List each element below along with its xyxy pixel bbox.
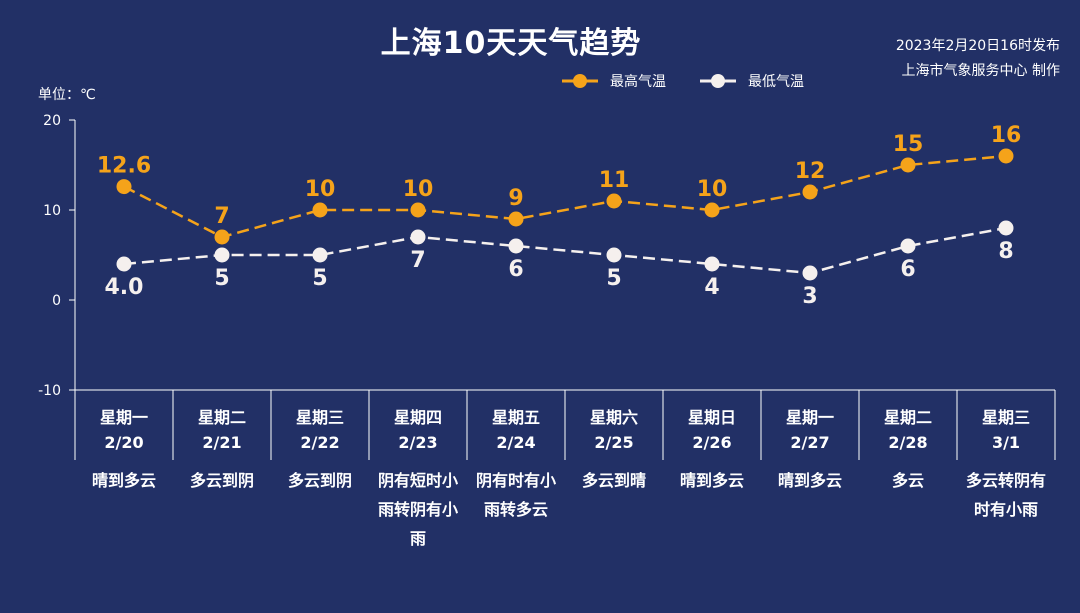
publish-info: 2023年2月20日16时发布 上海市气象服务中心 制作 xyxy=(896,34,1060,84)
series-1-point xyxy=(508,238,524,254)
weekday-label: 星期一 xyxy=(785,408,834,427)
date-label: 2/24 xyxy=(496,433,536,452)
series-0-point xyxy=(410,202,426,218)
date-label: 3/1 xyxy=(991,433,1021,452)
series-1-data-label: 6 xyxy=(900,257,915,282)
series-0-point xyxy=(900,157,916,173)
series-1-data-label: 4 xyxy=(704,275,719,300)
weather-description: 多云 xyxy=(891,471,924,490)
series-0-data-label: 12.6 xyxy=(97,154,151,179)
y-tick-label: -10 xyxy=(38,383,61,399)
series-1-data-label: 6 xyxy=(508,257,523,282)
weather-description: 晴到多云 xyxy=(679,471,744,490)
legend-low-marker xyxy=(700,74,736,88)
series-1-data-label: 5 xyxy=(312,266,327,291)
weekday-label: 星期三 xyxy=(295,408,344,427)
series-1-point xyxy=(312,247,328,263)
weather-description: 多云到阴 xyxy=(189,471,254,490)
date-label: 2/20 xyxy=(104,433,144,452)
series-0-data-label: 11 xyxy=(599,168,630,193)
y-tick-label: 10 xyxy=(43,203,61,219)
series-0-data-label: 10 xyxy=(403,177,434,202)
series-1-point xyxy=(704,256,720,272)
series-0-point xyxy=(508,211,524,227)
weather-description: 晴到多云 xyxy=(91,471,156,490)
series-1-data-label: 8 xyxy=(998,239,1013,264)
weekday-label: 星期六 xyxy=(589,408,638,427)
date-label: 2/25 xyxy=(594,433,634,452)
date-label: 2/28 xyxy=(888,433,928,452)
y-tick-label: 0 xyxy=(52,293,61,309)
legend-item-high: 最高气温 xyxy=(560,71,666,91)
date-label: 2/26 xyxy=(692,433,732,452)
weekday-label: 星期一 xyxy=(99,408,148,427)
publisher: 上海市气象服务中心 制作 xyxy=(901,63,1060,79)
unit-label: 单位：℃ xyxy=(38,87,96,103)
series-1-data-label: 4.0 xyxy=(105,275,144,300)
weekday-label: 星期二 xyxy=(197,408,246,427)
date-label: 2/22 xyxy=(300,433,340,452)
legend-high-marker xyxy=(562,74,598,88)
y-tick-label: 20 xyxy=(43,113,61,129)
series-0-data-label: 15 xyxy=(893,132,924,157)
weather-description: 阴有时有小雨转多云 xyxy=(475,471,556,519)
series-0-data-label: 7 xyxy=(214,204,229,229)
legend-item-low: 最低气温 xyxy=(698,71,804,91)
date-label: 2/27 xyxy=(790,433,830,452)
series-line-0 xyxy=(123,154,1007,239)
chart-title: 上海10天天气趋势 xyxy=(380,26,642,61)
series-0-point xyxy=(606,193,622,209)
series-1-point xyxy=(802,265,818,281)
publish-date: 2023年2月20日16时发布 xyxy=(895,38,1060,54)
series-1-data-label: 3 xyxy=(802,284,817,309)
series-1-point xyxy=(998,220,1014,236)
series-0-point xyxy=(998,148,1014,164)
weather-description: 多云到阴 xyxy=(287,471,352,490)
series-0-data-label: 10 xyxy=(305,177,336,202)
weather-description: 晴到多云 xyxy=(777,471,842,490)
series-1-data-label: 7 xyxy=(410,248,425,273)
series-1-data-label: 5 xyxy=(606,266,621,291)
series-1-point xyxy=(214,247,230,263)
weekday-label: 星期日 xyxy=(687,408,736,427)
date-label: 2/23 xyxy=(398,433,438,452)
weather-description: 多云到晴 xyxy=(581,471,646,490)
series-0-point xyxy=(214,229,230,245)
series-1-point xyxy=(116,256,132,272)
date-label: 2/21 xyxy=(202,433,242,452)
series-0-point xyxy=(704,202,720,218)
series-line-1 xyxy=(123,226,1007,275)
weekday-label: 星期三 xyxy=(981,408,1030,427)
legend-low-label: 最低气温 xyxy=(748,74,804,90)
series-1-point xyxy=(410,229,426,245)
legend-high-label: 最高气温 xyxy=(610,74,666,90)
series-0-data-label: 9 xyxy=(508,186,523,211)
series-0-point xyxy=(116,179,132,195)
series-0-data-label: 12 xyxy=(795,159,826,184)
series-1-data-label: 5 xyxy=(214,266,229,291)
series-0-point xyxy=(802,184,818,200)
weather-description: 多云转阴有时有小雨 xyxy=(965,471,1046,519)
series-1-point xyxy=(606,247,622,263)
legend: 最高气温 最低气温 xyxy=(560,71,836,91)
weekday-label: 星期五 xyxy=(491,408,540,427)
weekday-label: 星期四 xyxy=(393,408,442,427)
weekday-label: 星期二 xyxy=(883,408,932,427)
series-0-point xyxy=(312,202,328,218)
series-0-data-label: 16 xyxy=(991,123,1022,148)
weather-description: 阴有短时小雨转阴有小雨 xyxy=(377,471,458,548)
series-1-point xyxy=(900,238,916,254)
series-0-data-label: 10 xyxy=(697,177,728,202)
